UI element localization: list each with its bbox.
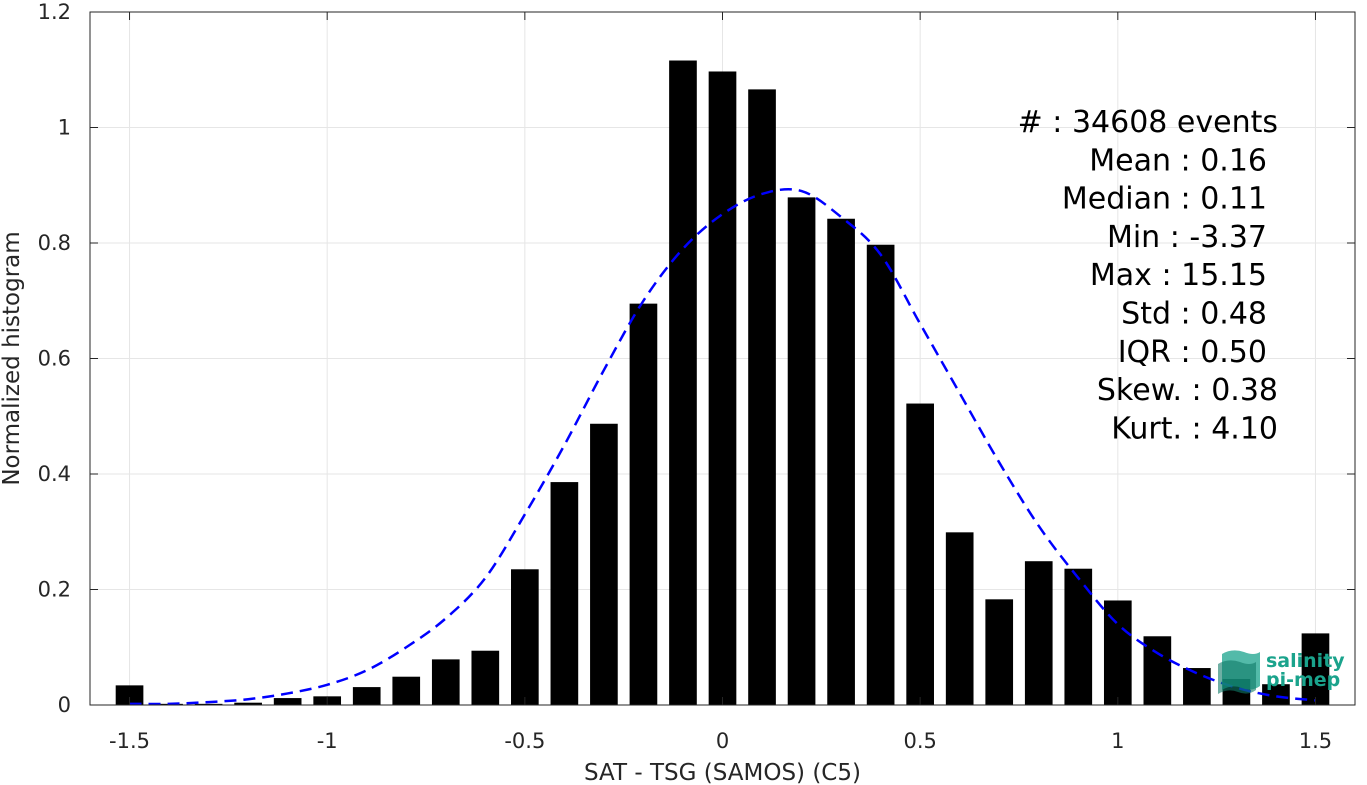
histogram-bar [748, 89, 776, 705]
y-tick-label: 0.8 [38, 231, 71, 255]
histogram-bar [669, 60, 697, 705]
x-tick-label: 1.5 [1299, 729, 1332, 753]
histogram-bar [115, 685, 144, 705]
stat-line: Max : 15.15 [1090, 258, 1267, 293]
histogram-bar [1143, 636, 1172, 705]
stat-line: IQR : 0.50 [1118, 335, 1267, 370]
y-tick-label: 0.6 [38, 347, 71, 371]
x-tick-label: 0.5 [903, 729, 936, 753]
bars [115, 60, 1330, 706]
x-tick-label: -1.5 [109, 729, 150, 753]
y-tick-label: 1 [58, 116, 71, 140]
x-tick-label: -0.5 [504, 729, 545, 753]
logo-text-line1: salinity [1266, 650, 1345, 672]
x-axis-ticks: -1.5 -1 -0.5 0 0.5 1 1.5 [109, 12, 1332, 753]
logo-text-line2: pi-mep [1266, 669, 1340, 691]
normal-fit-curve [129, 187, 1316, 706]
stat-line: Kurt. : 4.10 [1111, 411, 1278, 446]
histogram-bar [787, 197, 816, 705]
y-tick-label: 0.4 [38, 462, 71, 486]
histogram-bar [708, 71, 737, 706]
stat-line: Skew. : 0.38 [1097, 373, 1278, 408]
histogram-bar [1262, 684, 1290, 705]
y-axis-ticks: 0 0.2 0.4 0.6 0.8 1 1.2 [38, 0, 1355, 717]
histogram-bar [945, 532, 974, 705]
salinity-pi-mep-logo: salinity pi-mep [1218, 650, 1345, 694]
histogram-bar [1024, 561, 1053, 705]
histogram-bar [1301, 633, 1330, 705]
histogram-bar [866, 244, 895, 706]
y-tick-label: 0 [58, 693, 71, 717]
y-axis-label: Normalized histogram [0, 231, 25, 485]
y-tick-label: 1.2 [38, 0, 71, 24]
histogram-bar [511, 569, 539, 705]
histogram-bar [906, 403, 934, 705]
stat-line: Mean : 0.16 [1089, 143, 1267, 178]
x-tick-label: 0 [716, 729, 729, 753]
histogram-bar [471, 650, 500, 705]
histogram-bar [590, 423, 618, 705]
histogram-bar [273, 698, 302, 705]
stat-line: Min : -3.37 [1107, 220, 1267, 255]
histogram-bar [827, 218, 855, 705]
histogram-bar [550, 482, 579, 705]
y-tick-label: 0.2 [38, 578, 71, 602]
histogram-bar [629, 303, 658, 705]
histogram-bar [985, 599, 1014, 705]
stat-line: Std : 0.48 [1121, 297, 1267, 332]
histogram-bar [234, 702, 262, 705]
x-axis-label: SAT - TSG (SAMOS) (C5) [584, 760, 861, 785]
histogram-bar [1183, 668, 1211, 705]
stat-line: Median : 0.11 [1062, 182, 1267, 217]
logo-mark-icon [1218, 650, 1260, 694]
x-tick-label: 1 [1111, 729, 1124, 753]
histogram-bar [352, 687, 381, 705]
histogram-bar [392, 676, 421, 705]
histogram-bar [431, 659, 460, 705]
stat-line: # : 34608 events [1018, 105, 1278, 140]
histogram-bar [194, 703, 223, 705]
histogram-bar [1103, 600, 1132, 705]
x-tick-label: -1 [317, 729, 338, 753]
